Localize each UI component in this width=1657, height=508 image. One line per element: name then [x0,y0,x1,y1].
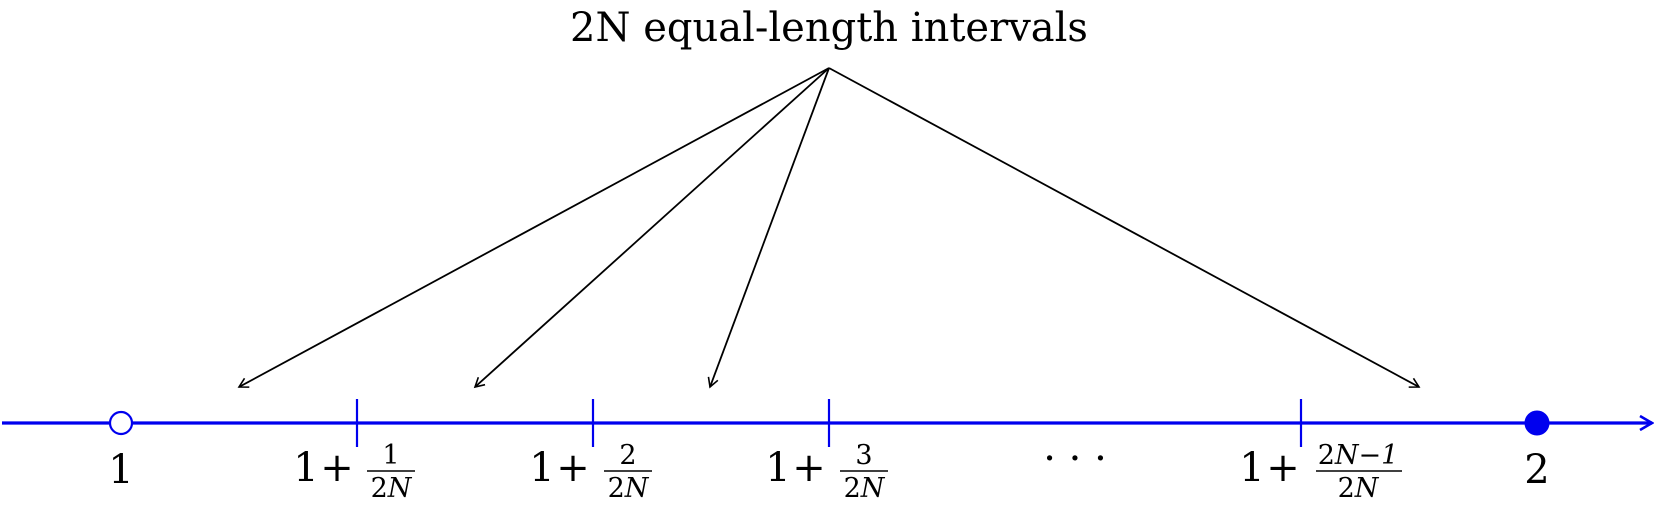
arrow-interval-last [828,67,1421,388]
tick-label-plus: + [792,445,826,491]
tick-label-2: 1 + 2 2N [529,440,652,504]
tick-label-whole: 1 [293,445,318,491]
arrow-interval-2 [473,67,830,389]
diagram-caption: 2N equal-length intervals [570,5,1088,51]
tick-label-whole: 1 [529,445,554,491]
open-endpoint-marker [108,410,134,436]
tick-label-numerator: 2N−1 [1318,440,1399,471]
closed-endpoint-marker [1524,410,1550,436]
tick-label-numerator: 2 [619,440,636,471]
tick-label-whole: 1 [1239,445,1264,491]
tick-label-numerator: 1 [382,440,399,471]
ellipsis-label: · · · [1043,436,1107,482]
tick-label-denominator: 2N [844,473,886,504]
tick-label-numerator: 3 [855,440,872,471]
tick-label-plus: + [556,445,590,491]
tick-label-denominator: 2N [371,473,413,504]
arrow-interval-1 [237,67,830,388]
left-endpoint-label: 1 [108,447,133,493]
arrow-interval-3 [707,67,830,389]
tick-label-3: 1 + 3 2N [765,440,888,504]
tick-label-plus: + [320,445,354,491]
right-endpoint-label: 2 [1524,447,1549,493]
tick-label-1: 1 + 1 2N [293,440,415,504]
tick-marks [355,399,1303,447]
tick-label-denominator: 2N [608,473,650,504]
tick-label-whole: 1 [765,445,790,491]
tick-label-plus: + [1266,445,1300,491]
tick-label-denominator: 2N [1338,473,1380,504]
interval-arrows [237,67,1421,389]
tick-label-last: 1 + 2N−1 2N [1239,440,1402,504]
